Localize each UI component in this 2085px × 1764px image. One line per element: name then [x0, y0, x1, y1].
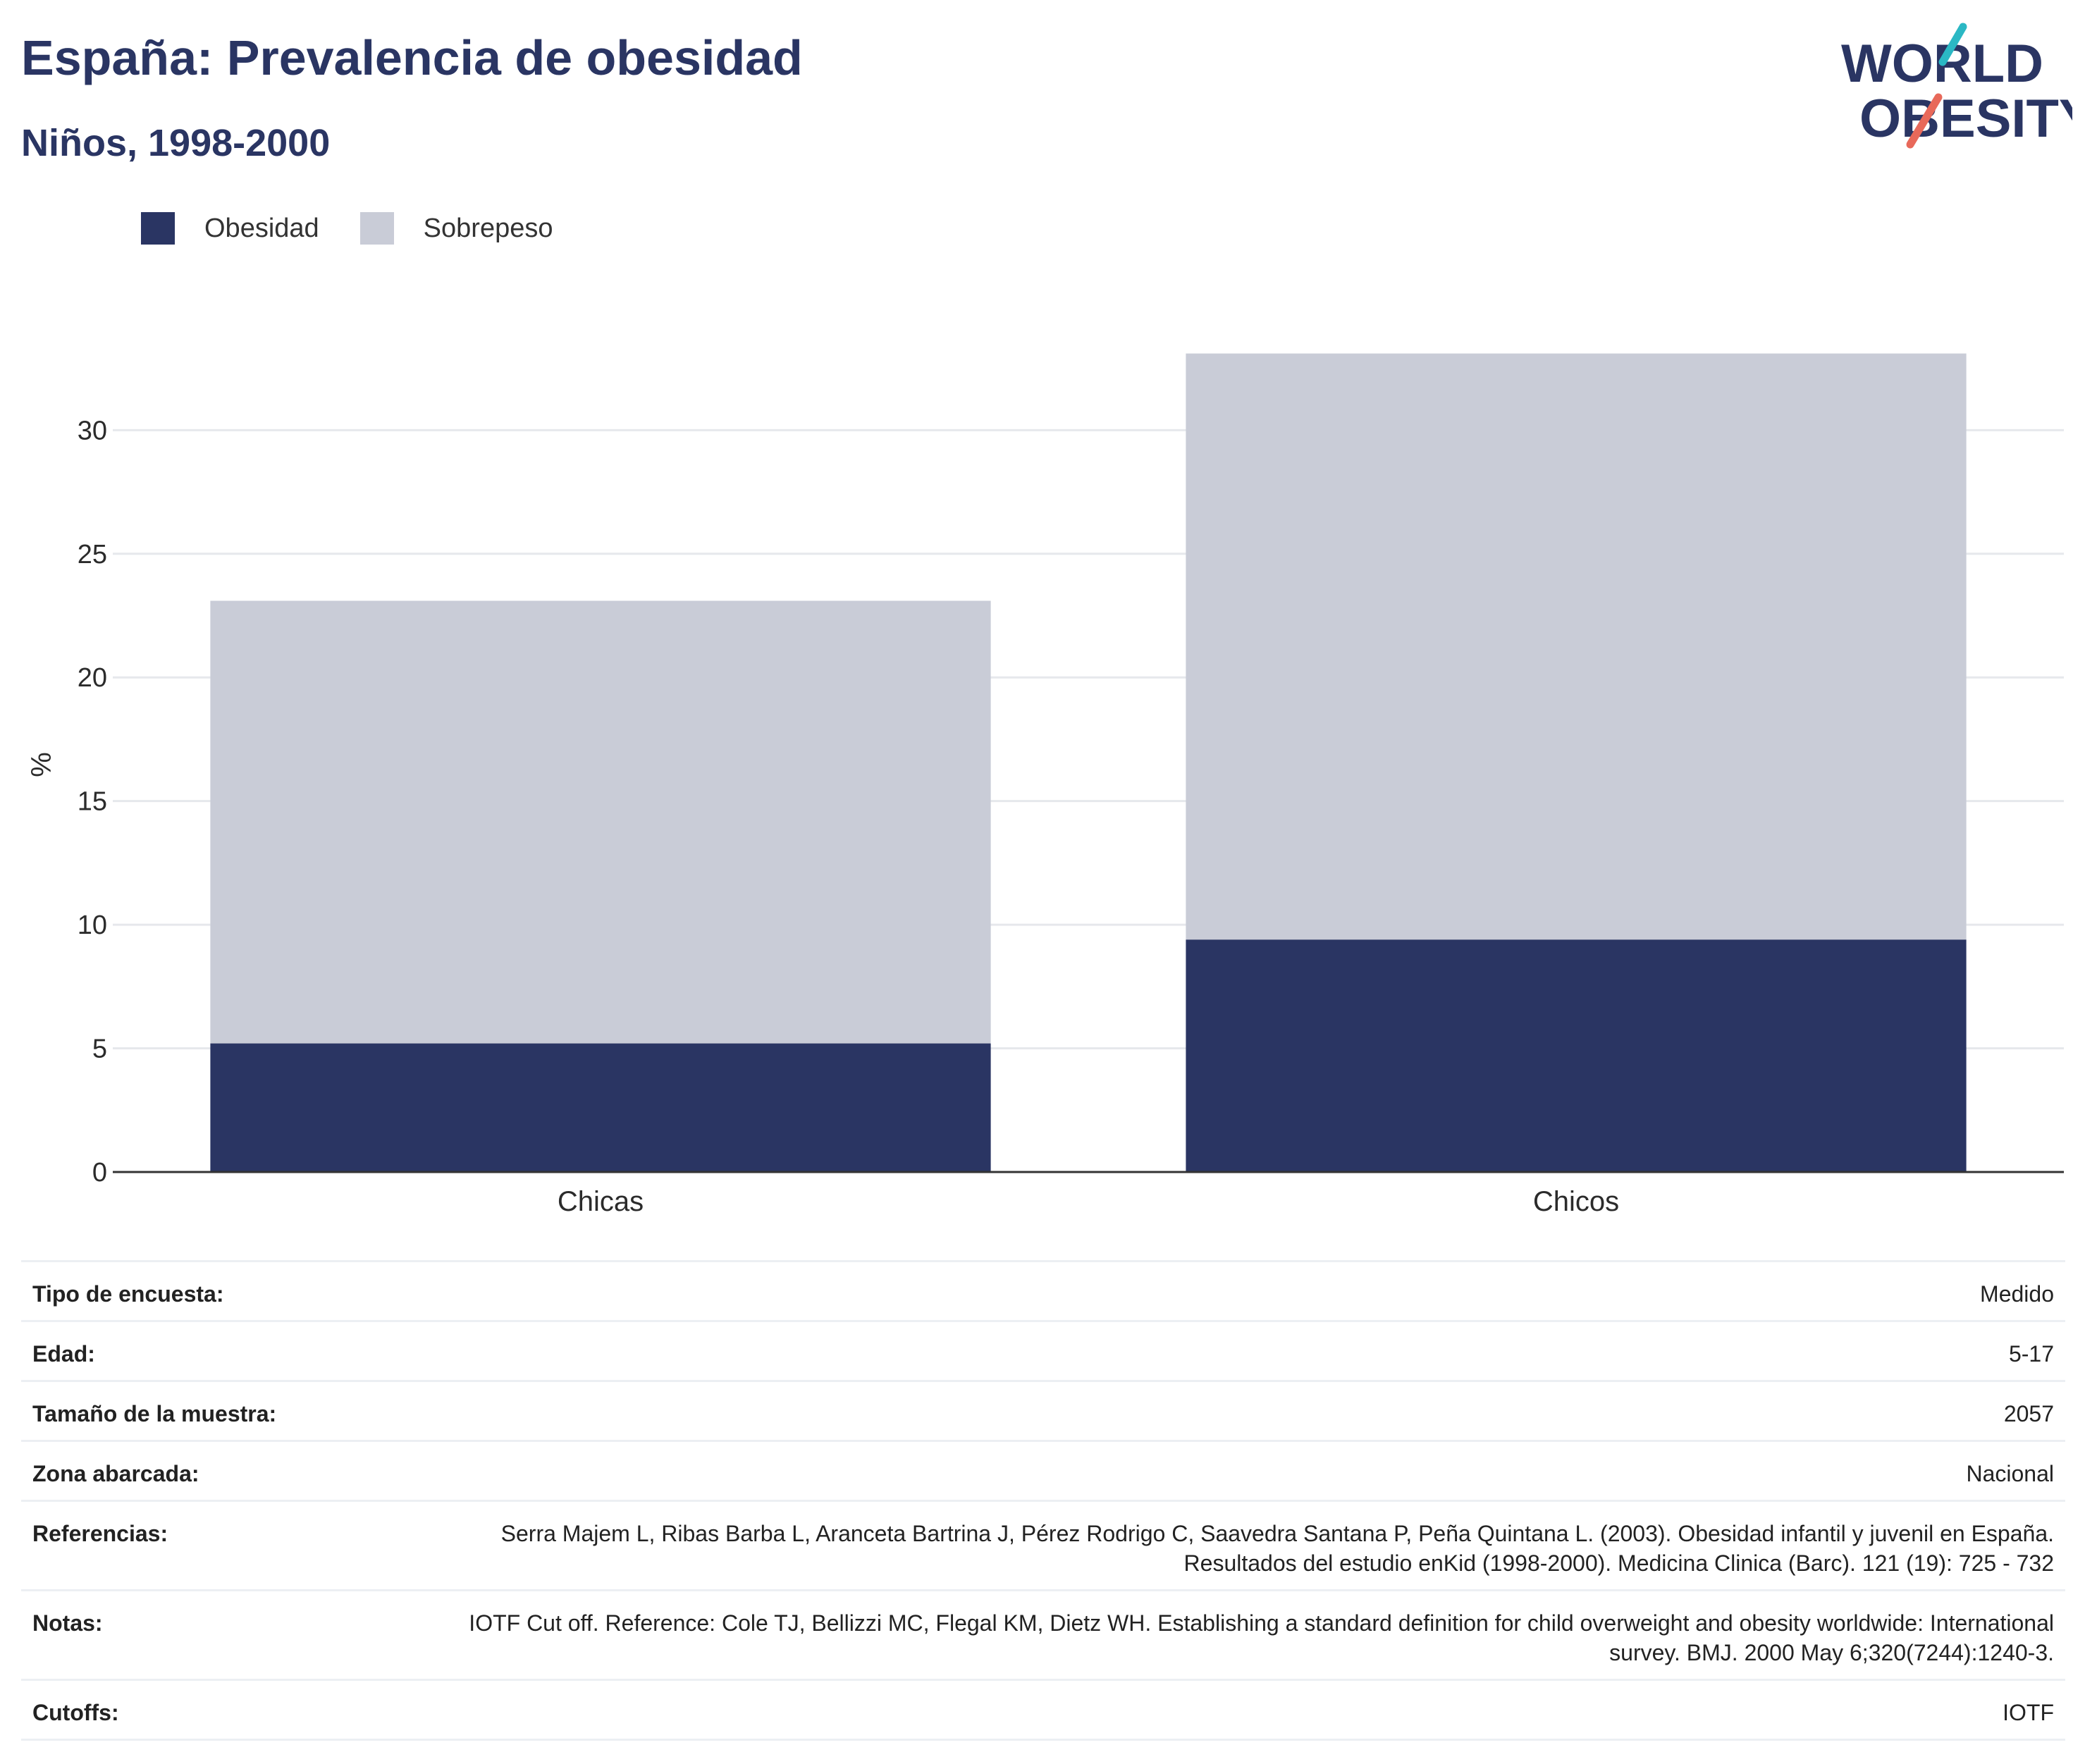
bar-obesidad-chicos[interactable] — [1186, 939, 1967, 1172]
legend-label-obesidad: Obesidad — [204, 213, 319, 243]
legend-label-sobrepeso: Sobrepeso — [423, 213, 553, 243]
info-row: Notas: IOTF Cut off. Reference: Cole TJ, … — [21, 1590, 2065, 1680]
chart-title: España: Prevalencia de obesidad — [21, 30, 803, 85]
info-key: Tamaño de la muestra: — [32, 1401, 277, 1426]
legend-swatch-sobrepeso — [359, 212, 394, 245]
y-tick-label: 25 — [78, 540, 107, 569]
info-key: Notas: — [32, 1610, 103, 1636]
info-value: IOTF — [2003, 1700, 2054, 1725]
info-value: 2057 — [2003, 1401, 2054, 1426]
y-tick-label: 30 — [78, 416, 107, 445]
info-value: Medido — [1980, 1281, 2054, 1307]
logo-text-obesity: OBESITY — [1859, 89, 2072, 149]
info-value: Nacional — [1966, 1461, 2054, 1486]
y-tick-label: 15 — [78, 787, 107, 817]
x-category-label: Chicas — [558, 1186, 644, 1217]
info-row: Zona abarcada: Nacional — [21, 1441, 2065, 1501]
stacked-bar-chart: 0 5 10 15 20 25 30 Chicas Chicos % — [26, 353, 2064, 1217]
logo-slash-coral — [1906, 93, 1943, 149]
bars — [210, 353, 1967, 1172]
y-tick-label: 5 — [92, 1035, 107, 1064]
info-key: Zona abarcada: — [32, 1461, 199, 1486]
y-tick-label: 20 — [78, 663, 107, 693]
y-tick-label: 10 — [78, 911, 107, 940]
legend-item-obesidad[interactable]: Obesidad — [141, 212, 319, 245]
info-row: Tamaño de la muestra: 2057 — [21, 1381, 2065, 1441]
x-axis-labels: Chicas Chicos — [558, 1186, 1619, 1217]
world-obesity-logo: WORLD OBESITY — [1841, 23, 2072, 149]
legend-swatch-obesidad — [141, 212, 175, 245]
x-category-label: Chicos — [1533, 1186, 1619, 1217]
bar-obesidad-chicas[interactable] — [210, 1043, 991, 1172]
chart-legend: Obesidad Sobrepeso — [141, 210, 593, 247]
bar-sobrepeso-chicas[interactable] — [210, 600, 991, 1044]
info-value: 5-17 — [2008, 1341, 2054, 1367]
info-value: IOTF Cut off. Reference: Cole TJ, Belliz… — [469, 1610, 2054, 1665]
y-axis-ticks: 0 5 10 15 20 25 30 — [78, 416, 107, 1188]
info-key: Edad: — [32, 1341, 95, 1367]
info-key: Cutoffs: — [32, 1700, 119, 1725]
info-row: Cutoffs: IOTF — [21, 1679, 2065, 1740]
bar-sobrepeso-chicos[interactable] — [1186, 353, 1967, 940]
info-key: Referencias: — [32, 1521, 168, 1546]
y-tick-label: 0 — [92, 1158, 107, 1188]
info-value: Serra Majem L, Ribas Barba L, Aranceta B… — [500, 1521, 2054, 1576]
info-key: Tipo de encuesta: — [32, 1281, 224, 1307]
legend-item-sobrepeso[interactable]: Sobrepeso — [359, 212, 553, 245]
info-row: Referencias: Serra Majem L, Ribas Barba L… — [21, 1500, 2065, 1591]
chart-subtitle: Niños, 1998-2000 — [21, 122, 331, 164]
info-row: Tipo de encuesta: Medido — [21, 1261, 2065, 1321]
y-axis-title: % — [26, 752, 57, 777]
logo-slash-teal — [1938, 23, 1967, 66]
info-row: Edad: 5-17 — [21, 1321, 2065, 1381]
survey-info-table: Tipo de encuesta: Medido Edad: 5-17 Tamaño d… — [21, 1260, 2065, 1741]
